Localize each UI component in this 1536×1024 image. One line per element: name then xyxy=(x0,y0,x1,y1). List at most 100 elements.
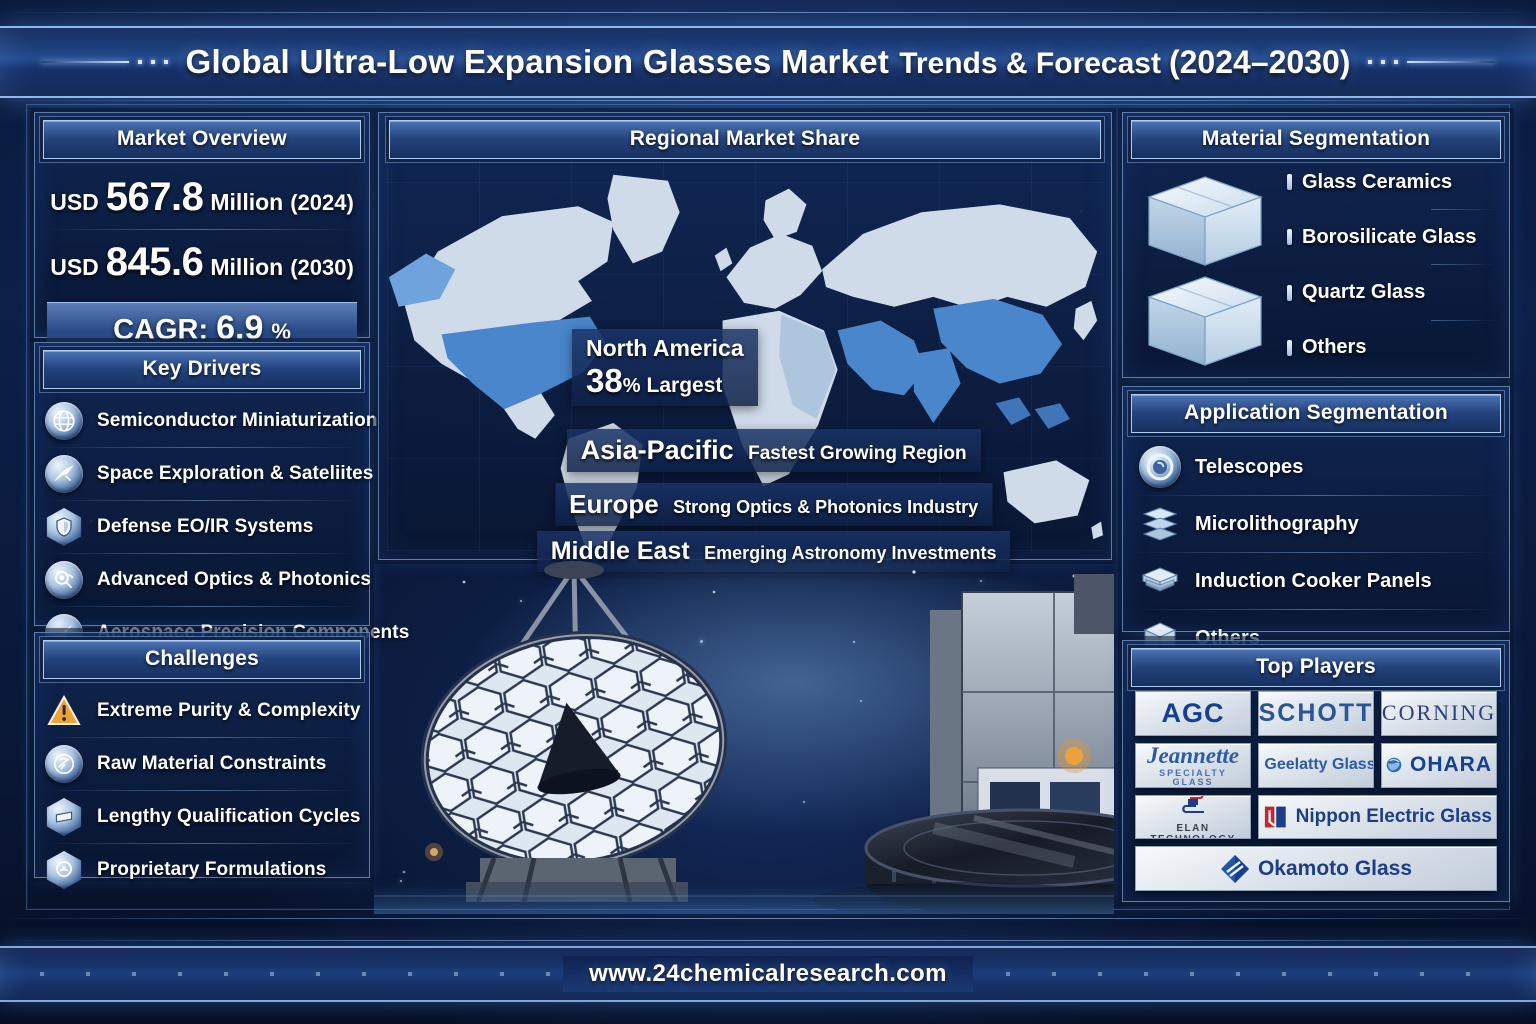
region-detail: Fastest Growing Region xyxy=(748,443,967,464)
title-years: (2024–2030) xyxy=(1168,44,1351,80)
driver-label: Advanced Optics & Photonics xyxy=(97,569,372,590)
separator xyxy=(45,500,359,501)
footer-band: www.24chemicalresearch.com xyxy=(0,946,1536,1002)
market-overview-header: Market Overview xyxy=(43,120,361,159)
top-players-header: Top Players xyxy=(1131,648,1501,687)
material-item: Quartz Glass xyxy=(1281,277,1497,308)
title-sub: Trends & Forecast xyxy=(899,47,1161,80)
challenge-label: Extreme Purity & Complexity xyxy=(97,700,361,721)
application-row: Telescopes xyxy=(1123,439,1509,495)
geelatty-logo: Geelatty Glass xyxy=(1264,756,1374,774)
separator xyxy=(1431,209,1497,211)
title-right-decoration xyxy=(1368,60,1496,64)
application-label: Microlithography xyxy=(1195,512,1359,535)
material-segmentation-header: Material Segmentation xyxy=(1131,120,1501,159)
globe-icon xyxy=(45,402,83,440)
market-overview-panel: Market Overview USD 567.8 Million (2024)… xyxy=(34,112,370,355)
title-band: Global Ultra-Low Expansion Glasses Marke… xyxy=(0,26,1536,98)
page-title: Global Ultra-Low Expansion Glasses Marke… xyxy=(186,43,1351,81)
material-item: Others xyxy=(1281,332,1497,363)
stat-row-2030: USD 845.6 Million (2030) xyxy=(35,230,369,294)
top-decor-line xyxy=(0,12,1536,13)
application-label: Induction Cooker Panels xyxy=(1195,569,1432,592)
regional-header: Regional Market Share xyxy=(389,120,1101,159)
application-row: Microlithography xyxy=(1123,496,1509,552)
glass-cube-icon xyxy=(1147,176,1263,366)
separator xyxy=(45,790,359,791)
material-label: Borosilicate Glass xyxy=(1302,225,1477,248)
okamoto-logo: Okamoto Glass xyxy=(1257,856,1413,880)
driver-label: Defense EO/IR Systems xyxy=(97,516,314,537)
cagr-percent-sign: % xyxy=(271,319,291,344)
material-body: Glass Ceramics Borosilicate Glass Quartz… xyxy=(1131,161,1501,369)
region-label-europe: Europe Strong Optics & Photonics Industr… xyxy=(555,483,993,526)
bullet-tick-icon xyxy=(1287,339,1292,356)
elan-mark-icon xyxy=(1182,795,1204,813)
separator xyxy=(45,843,359,844)
stat-value-2024: 567.8 xyxy=(105,175,204,219)
driver-label: Space Exploration & Sateliites xyxy=(97,463,374,484)
material-label: Glass Ceramics xyxy=(1302,170,1453,193)
region-stat-suffix: % xyxy=(622,375,641,397)
jeannette-logo: Jeannette Specialty Glass xyxy=(1147,742,1239,787)
application-segmentation-header: Application Segmentation xyxy=(1131,394,1501,433)
player-card-geelatty: Geelatty Glass xyxy=(1258,742,1374,788)
bullet-tick-icon xyxy=(1287,174,1292,191)
title-left-decoration xyxy=(40,60,168,64)
stat-unit: Million xyxy=(210,254,284,280)
top-players-panel: Top Players AGC SCHOTT CORNING Jeannette… xyxy=(1122,640,1510,902)
panel-icon xyxy=(1139,560,1181,602)
challenge-row: Proprietary Formulations xyxy=(35,844,369,896)
material-item: Borosilicate Glass xyxy=(1281,222,1497,253)
players-grid: AGC SCHOTT CORNING Jeannette Specialty G… xyxy=(1135,691,1497,891)
separator xyxy=(45,229,359,230)
telescope-illustration xyxy=(420,561,728,903)
application-row: Induction Cooker Panels xyxy=(1123,553,1509,609)
stat-row-2024: USD 567.8 Million (2024) xyxy=(35,165,369,229)
driver-row: Space Exploration & Sateliites xyxy=(35,448,373,500)
region-label-asia-pacific: Asia-Pacific Fastest Growing Region xyxy=(566,429,981,472)
satellite-icon xyxy=(45,455,83,493)
challenge-label: Proprietary Formulations xyxy=(97,859,327,880)
driver-row: Semiconductor Miniaturization xyxy=(35,395,377,447)
corning-logo: CORNING xyxy=(1381,700,1497,726)
elan-logo: Elan Technology xyxy=(1140,795,1246,838)
challenge-label: Lengthy Qualification Cycles xyxy=(97,806,361,827)
material-label: Others xyxy=(1302,336,1367,359)
formulation-icon xyxy=(46,851,82,889)
product-collage-illustration xyxy=(374,552,1114,914)
player-card-nippon-electric-glass: Nippon Electric Glass xyxy=(1258,794,1497,840)
region-name: North America xyxy=(586,335,744,361)
player-card-ohara: OHARA xyxy=(1381,742,1497,788)
world-map-graphic xyxy=(388,174,1103,550)
region-name: Asia-Pacific xyxy=(580,435,734,465)
footer-url: www.24chemicalresearch.com xyxy=(563,956,973,992)
ohara-logo: OHARA xyxy=(1410,753,1492,777)
footer-decor-line-1 xyxy=(0,918,1536,919)
region-detail: Strong Optics & Photonics Industry xyxy=(673,497,979,517)
separator xyxy=(1133,495,1499,496)
driver-row: Advanced Optics & Photonics xyxy=(35,554,372,606)
header-decor-line xyxy=(0,100,1536,101)
cagr-value: 6.9 xyxy=(216,309,264,347)
challenge-row: Extreme Purity & Complexity xyxy=(35,685,369,737)
player-card-okamoto: Okamoto Glass xyxy=(1135,846,1497,891)
player-card-jeannette: Jeannette Specialty Glass xyxy=(1135,742,1251,788)
driver-label: Semiconductor Miniaturization xyxy=(97,410,378,431)
application-label: Telescopes xyxy=(1195,455,1304,478)
stat-year: (2030) xyxy=(290,255,354,280)
player-card-elan: Elan Technology xyxy=(1135,794,1251,840)
region-detail: Largest xyxy=(646,374,723,397)
cagr-label: CAGR: xyxy=(113,314,209,346)
key-drivers-panel: Key Drivers Semiconductor Miniaturizatio… xyxy=(34,342,409,652)
stat-prefix: USD xyxy=(50,189,99,215)
glass-disc-dark xyxy=(864,808,1114,914)
stat-year: (2024) xyxy=(290,190,354,215)
constraints-icon xyxy=(45,745,83,783)
stat-unit: Million xyxy=(210,189,284,215)
regional-market-share-panel: Regional Market Share xyxy=(378,112,1112,572)
bullet-tick-icon xyxy=(1287,229,1292,246)
separator xyxy=(45,553,359,554)
stat-prefix: USD xyxy=(50,254,99,280)
